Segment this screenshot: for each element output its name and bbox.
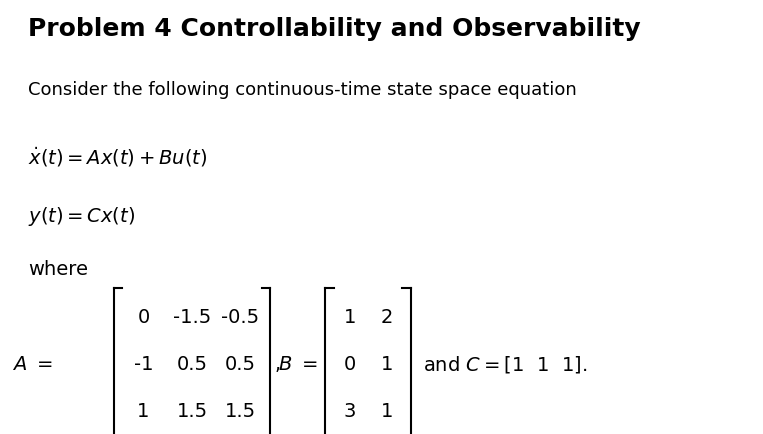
Text: 0.5: 0.5	[225, 355, 256, 373]
Text: Problem 4 Controllability and Observability: Problem 4 Controllability and Observabil…	[28, 17, 641, 41]
Text: $y(t) = Cx(t)$: $y(t) = Cx(t)$	[28, 204, 135, 227]
Text: 1.5: 1.5	[225, 401, 256, 420]
Text: -1: -1	[134, 355, 153, 373]
Text: ,: ,	[274, 355, 280, 373]
Text: and $C = [1\ \ 1\ \ 1].$: and $C = [1\ \ 1\ \ 1].$	[423, 353, 588, 375]
Text: $\dot{x}(t) = Ax(t) + Bu(t)$: $\dot{x}(t) = Ax(t) + Bu(t)$	[28, 145, 208, 168]
Text: 0: 0	[343, 355, 356, 373]
Text: $A\ =$: $A\ =$	[12, 355, 53, 373]
Text: where: where	[28, 260, 88, 279]
Text: 0.5: 0.5	[176, 355, 208, 373]
Text: 2: 2	[381, 308, 393, 326]
Text: 1.5: 1.5	[176, 401, 208, 420]
Text: 3: 3	[343, 401, 356, 420]
Text: 1: 1	[343, 308, 356, 326]
Text: 1: 1	[381, 355, 393, 373]
Text: $B\ =$: $B\ =$	[278, 355, 318, 373]
Text: 0: 0	[137, 308, 150, 326]
Text: -1.5: -1.5	[173, 308, 211, 326]
Text: 1: 1	[381, 401, 393, 420]
Text: Consider the following continuous-time state space equation: Consider the following continuous-time s…	[28, 81, 577, 99]
Text: 1: 1	[137, 401, 150, 420]
Text: -0.5: -0.5	[221, 308, 259, 326]
